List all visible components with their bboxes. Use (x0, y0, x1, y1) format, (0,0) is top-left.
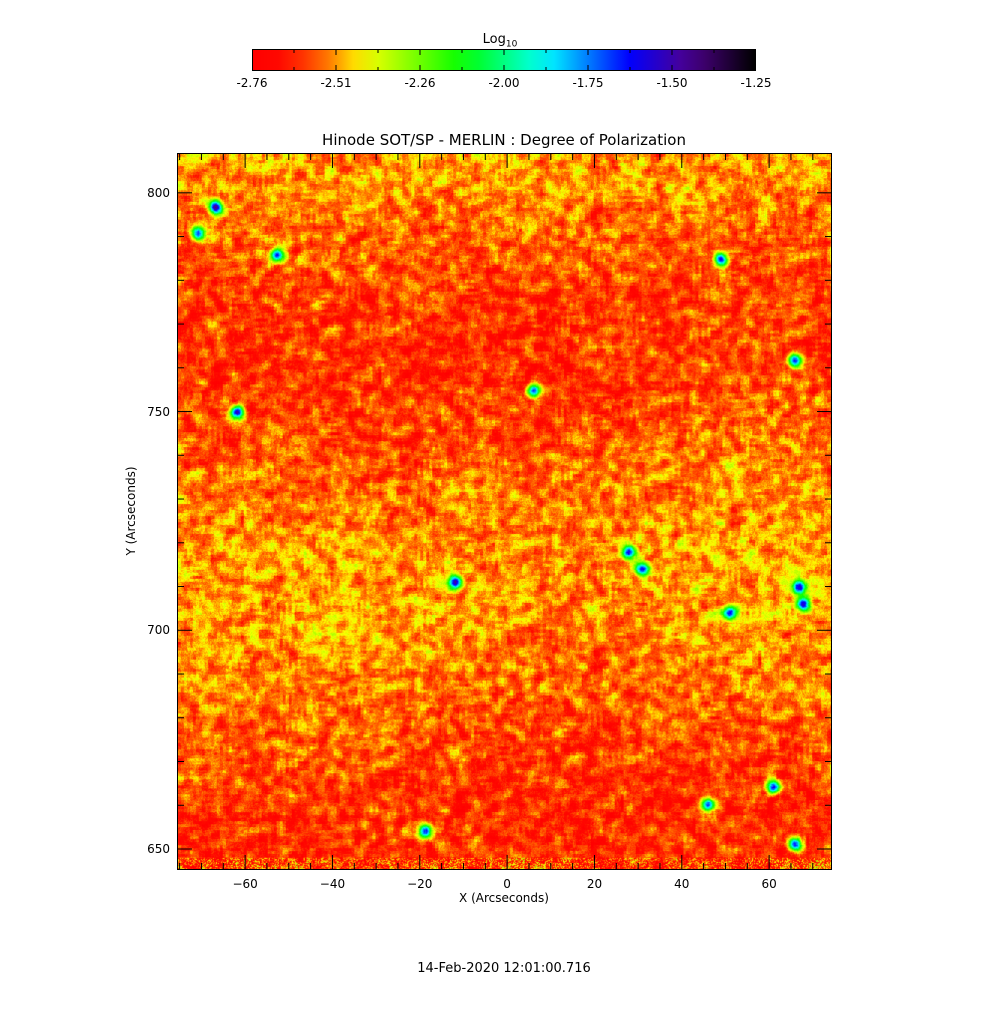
x-tick-label: 20 (586, 877, 603, 891)
x-tick-label: 0 (503, 877, 511, 891)
x-axis-label: X (Arcseconds) (459, 891, 549, 905)
observation-date: 14-Feb-2020 12:01:00.716 (417, 961, 591, 976)
y-tick-label: 650 (147, 842, 170, 856)
y-axis-label: Y (Arcseconds) (124, 466, 138, 556)
colorbar-tick-label: -1.50 (656, 76, 688, 90)
colorbar-tick-label: -2.00 (488, 76, 520, 90)
colorbar-tick-label: -2.26 (404, 76, 436, 90)
x-tick-label: −60 (232, 877, 258, 891)
colorbar-label: Log10 (482, 32, 518, 50)
y-tick-label: 700 (147, 623, 170, 638)
x-tick-label: 40 (674, 877, 690, 891)
y-tick-label: 800 (147, 185, 170, 200)
colorbar-tick-label: -1.75 (572, 76, 604, 90)
x-tick-label: 60 (761, 877, 777, 891)
colorbar-tick-label: -1.25 (740, 76, 772, 90)
chart-title: Hinode SOT/SP - MERLIN : Degree of Polar… (322, 131, 686, 149)
x-tick-label: −40 (319, 877, 346, 891)
polarization-heatmap (177, 153, 832, 870)
y-tick-label: 750 (147, 404, 170, 419)
x-tick-label: −20 (407, 877, 433, 891)
colorbar-tick-label: -2.51 (320, 76, 352, 90)
colorbar-tick-label: -2.76 (236, 76, 268, 90)
